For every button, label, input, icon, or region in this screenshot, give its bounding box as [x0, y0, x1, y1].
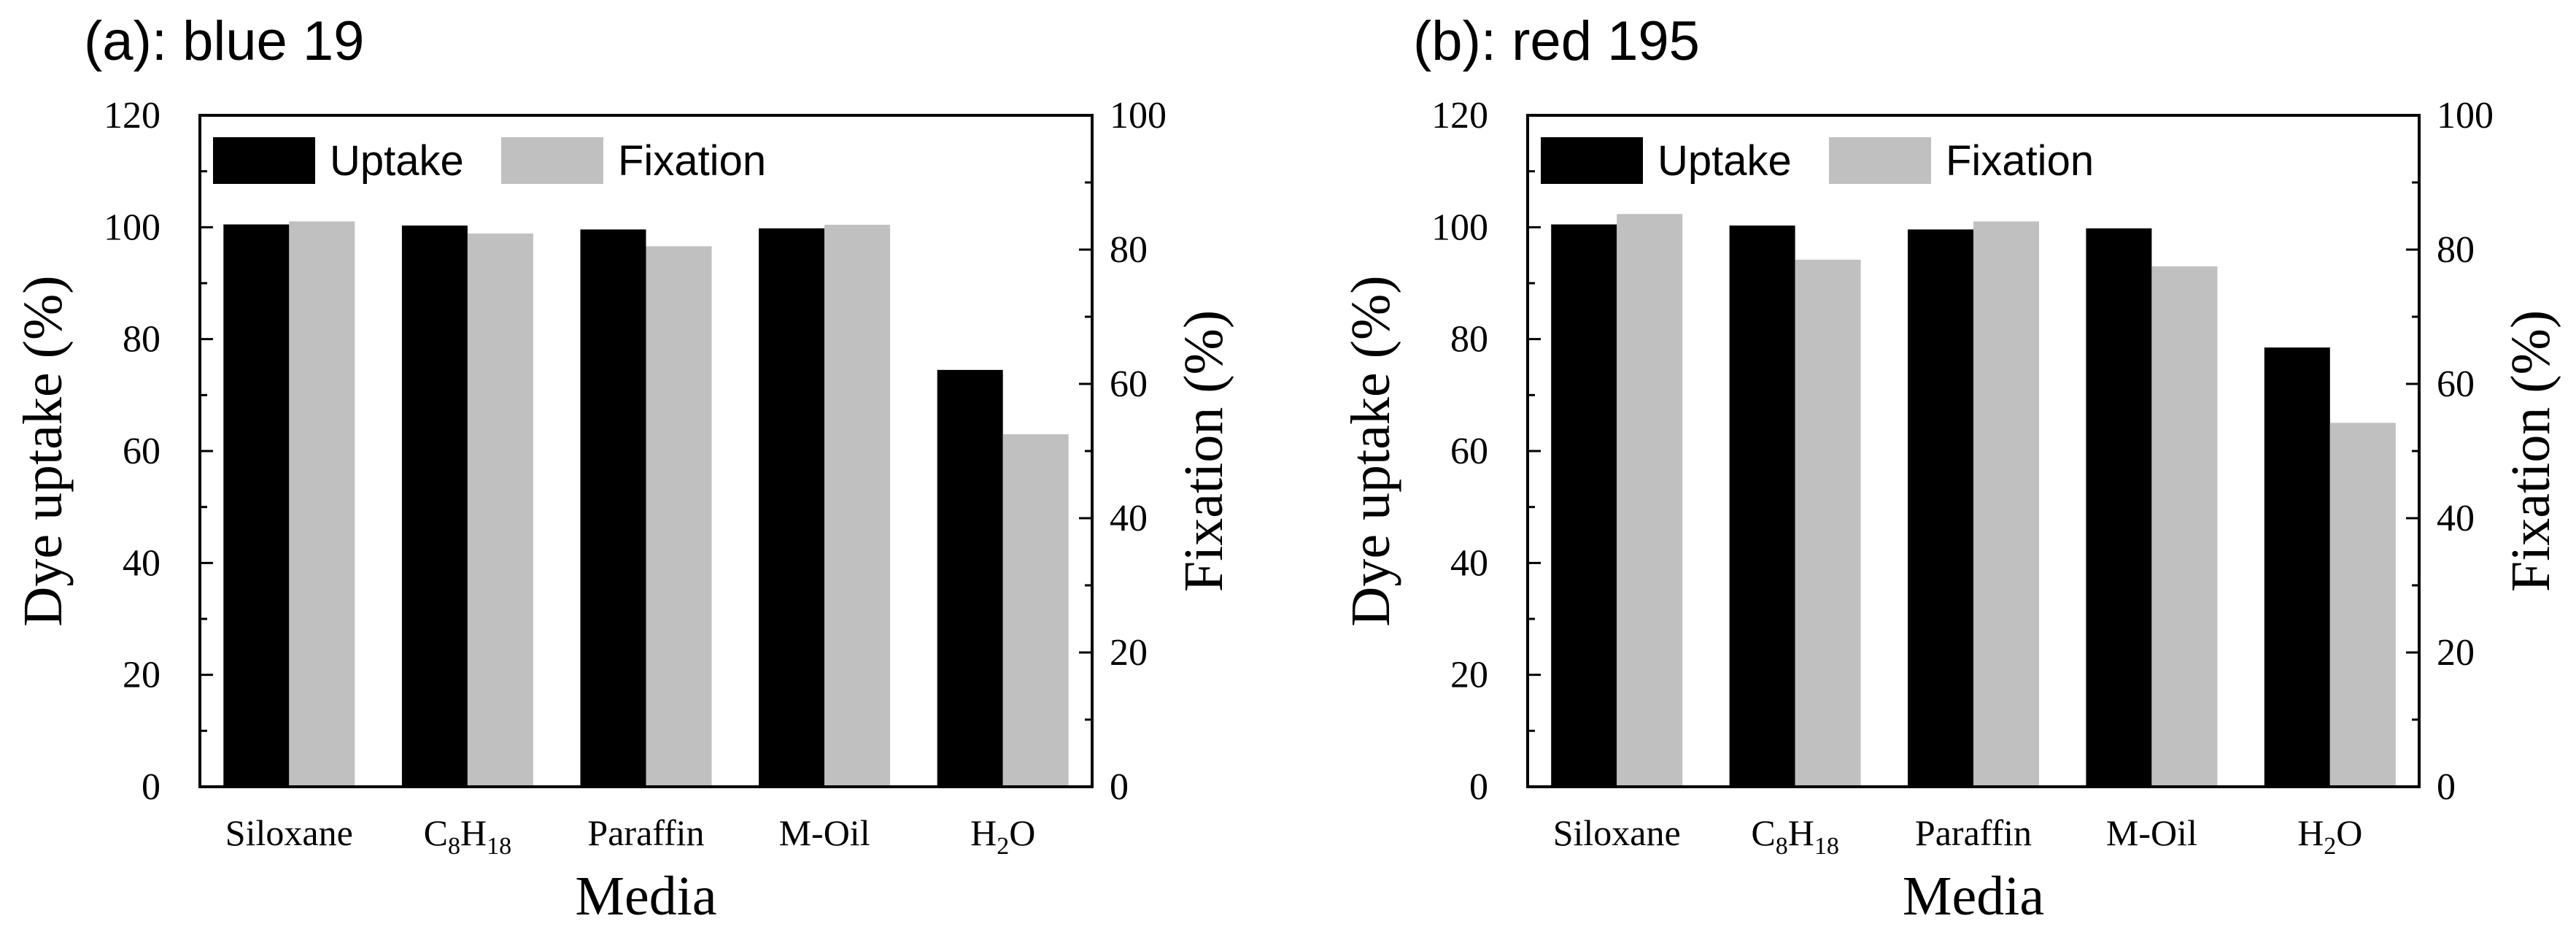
category-label-siloxane: Siloxane: [1553, 812, 1681, 853]
left-tick-label: 100: [104, 207, 160, 248]
left-tick-label: 120: [1431, 95, 1488, 136]
right-tick-label: 100: [1110, 95, 1167, 136]
bar-fixation-c8h18: [467, 233, 533, 787]
right-tick-label: 20: [1110, 632, 1148, 674]
right-tick-label: 80: [2437, 229, 2475, 271]
left-tick-label: 60: [1450, 431, 1488, 472]
right-tick-label: 40: [2437, 498, 2475, 539]
bar-uptake-m-oil: [759, 228, 825, 787]
bar-uptake-c8h18: [401, 226, 468, 787]
y2-axis-label: Fixation (%): [2500, 310, 2561, 592]
category-label-c8h18: C8H18: [1751, 812, 1838, 860]
bar-uptake-paraffin: [1908, 229, 1973, 787]
chart-title: (b): red 195: [1413, 10, 1700, 72]
left-tick-label: 20: [123, 655, 160, 696]
left-tick-label: 40: [123, 542, 160, 584]
bar-fixation-h2o: [2329, 423, 2396, 787]
right-tick-label: 80: [1110, 229, 1148, 271]
right-tick-label: 20: [2437, 632, 2475, 674]
chart-panel-1: (a): blue 19 0 20 40 60 80 100 120 0 20 40 60 80 100 S…: [12, 10, 1234, 927]
left-tick-label: 40: [1450, 542, 1488, 584]
left-tick-label: 0: [142, 766, 160, 808]
legend-label-fixation: Fixation: [618, 137, 766, 185]
legend-swatch-fixation: [1829, 137, 1931, 184]
category-label-h2o: H2O: [970, 812, 1035, 860]
right-tick-label: 40: [1110, 498, 1148, 539]
legend-label-uptake: Uptake: [330, 137, 464, 185]
legend-swatch-fixation: [501, 137, 603, 184]
bar-fixation-m-oil: [824, 224, 891, 787]
chart-title: (a): blue 19: [84, 10, 364, 72]
left-tick-label: 80: [1450, 319, 1488, 361]
legend-label-fixation: Fixation: [1946, 137, 2094, 185]
legend-label-uptake: Uptake: [1658, 137, 1792, 185]
category-label-c8h18: C8H18: [424, 812, 511, 860]
bar-uptake-paraffin: [580, 229, 646, 787]
legend: Uptake Fixation: [213, 137, 766, 185]
bar-uptake-c8h18: [1729, 226, 1795, 787]
legend-swatch-uptake: [1541, 137, 1643, 184]
right-tick-label: 60: [1110, 363, 1148, 405]
bar-uptake-siloxane: [223, 224, 290, 787]
y2-axis-label: Fixation (%): [1173, 310, 1234, 592]
left-tick-label: 20: [1450, 655, 1488, 696]
x-axis-label: Media: [1903, 866, 2044, 927]
bar-uptake-h2o: [937, 369, 1003, 787]
bar-fixation-c8h18: [1795, 259, 1861, 787]
legend-swatch-uptake: [213, 137, 315, 184]
bar-uptake-siloxane: [1551, 224, 1617, 787]
bar-fixation-paraffin: [1973, 221, 2039, 787]
bar-fixation-paraffin: [646, 246, 712, 787]
right-tick-label: 0: [2437, 766, 2456, 808]
bar-fixation-h2o: [1002, 434, 1069, 787]
bar-uptake-h2o: [2264, 347, 2330, 787]
bar-fixation-siloxane: [289, 221, 355, 787]
category-label-h2o: H2O: [2297, 812, 2362, 860]
right-tick-label: 100: [2437, 95, 2494, 136]
left-tick-label: 120: [104, 95, 160, 136]
left-tick-label: 80: [123, 319, 160, 361]
category-label-paraffin: Paraffin: [1915, 812, 2032, 853]
category-label-m-oil: M-Oil: [779, 812, 870, 853]
bar-uptake-m-oil: [2086, 228, 2152, 787]
category-label-paraffin: Paraffin: [587, 812, 704, 853]
bar-fixation-m-oil: [2151, 266, 2218, 787]
right-tick-label: 60: [2437, 363, 2475, 405]
legend: Uptake Fixation: [1541, 137, 2094, 185]
category-label-m-oil: M-Oil: [2106, 812, 2197, 853]
y-axis-label: Dye uptake (%): [1340, 275, 1401, 626]
left-tick-label: 100: [1431, 207, 1488, 248]
chart-panel-2: (b): red 195 0 20 40 60 80 100 120 0 20 40 60 80 100 S…: [1340, 10, 2561, 927]
category-label-siloxane: Siloxane: [225, 812, 353, 853]
right-tick-label: 0: [1110, 766, 1129, 808]
y-axis-label: Dye uptake (%): [12, 275, 74, 626]
left-tick-label: 0: [1469, 766, 1488, 808]
bar-fixation-siloxane: [1617, 214, 1683, 787]
x-axis-label: Media: [575, 866, 716, 927]
left-tick-label: 60: [123, 431, 160, 472]
